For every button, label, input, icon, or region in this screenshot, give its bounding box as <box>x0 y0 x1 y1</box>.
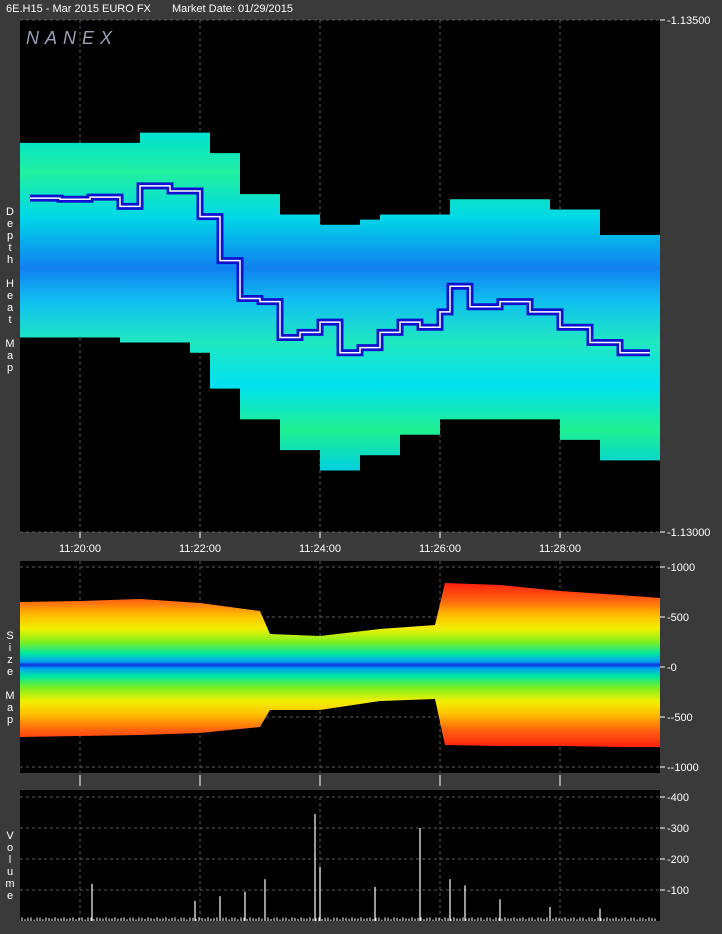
side-label-letter: a <box>6 702 14 714</box>
x-tick-label: 11:20:00 <box>59 543 101 555</box>
x-tick-label: 11:26:00 <box>419 543 461 555</box>
side-label-letter: e <box>6 218 14 230</box>
heatmap-y-ticks: -1.13500 -1.13000 <box>660 15 710 539</box>
side-label-letter: m <box>5 878 15 890</box>
y-tick-label: -1000 <box>667 562 695 574</box>
side-label-letter: V <box>6 830 14 842</box>
y-tick-label: --500 <box>667 712 693 724</box>
sizemap-x-marks <box>79 775 561 786</box>
side-label-letter: o <box>6 842 14 854</box>
side-label-letter: z <box>7 654 13 666</box>
volume-bars <box>21 814 656 921</box>
side-label-letter: a <box>6 302 14 314</box>
side-label-letter: e <box>6 290 14 302</box>
side-label-letter: u <box>6 866 14 878</box>
side-label-letter: e <box>6 666 14 678</box>
y-tick-label: -300 <box>667 823 689 835</box>
x-tick-label: 11:22:00 <box>179 543 221 555</box>
y-tick-label: -100 <box>667 885 689 897</box>
symbol-label: 6E.H15 - Mar 2015 EURO FX <box>6 3 151 15</box>
side-label-letter: M <box>5 690 15 702</box>
side-label-letter: i <box>8 642 12 654</box>
side-label-letter: p <box>6 362 14 374</box>
side-label-letter: l <box>8 854 12 866</box>
price-trace-line <box>30 185 650 354</box>
volume-y-ticks: -400 -300 -200 -100 <box>660 792 689 897</box>
side-label-letter: M <box>5 338 15 350</box>
size-map-area <box>20 583 660 747</box>
chart-header: 6E.H15 - Mar 2015 EURO FX Market Date: 0… <box>6 3 311 19</box>
side-label-letter: p <box>6 714 14 726</box>
side-label-letter: t <box>8 242 12 254</box>
nanex-logo: NANEX <box>26 28 118 48</box>
y-tick-label: -400 <box>667 792 689 804</box>
x-tick-label: 11:24:00 <box>299 543 341 555</box>
side-label-letter: S <box>6 630 14 642</box>
x-tick-label: 11:28:00 <box>539 543 581 555</box>
y-tick-label: --1000 <box>667 762 699 774</box>
volume-panel <box>20 790 660 921</box>
depth-heatmap-area <box>20 132 660 471</box>
side-label-letter: p <box>6 230 14 242</box>
volume-grid <box>20 796 660 921</box>
y-tick-label: -1.13500 <box>667 15 710 27</box>
y-tick-label: -200 <box>667 854 689 866</box>
sizemap-y-ticks: -1000 -500 -0 --500 --1000 <box>660 562 699 774</box>
y-tick-label: -1.13000 <box>667 527 710 539</box>
side-label-letter: h <box>6 254 14 266</box>
side-label-letter: a <box>6 350 14 362</box>
y-tick-label: -0 <box>667 662 677 674</box>
side-label-letter: e <box>6 890 14 902</box>
heatmap-x-ticks: 11:20:00 11:22:00 11:24:00 11:26:00 11:28:00 <box>59 532 581 555</box>
market-date-label: Market Date: 01/29/2015 <box>171 3 294 15</box>
side-label-letter: t <box>8 314 12 326</box>
side-label-letter: H <box>6 278 14 290</box>
side-label-letter: D <box>6 206 14 218</box>
y-tick-label: -500 <box>667 612 689 624</box>
